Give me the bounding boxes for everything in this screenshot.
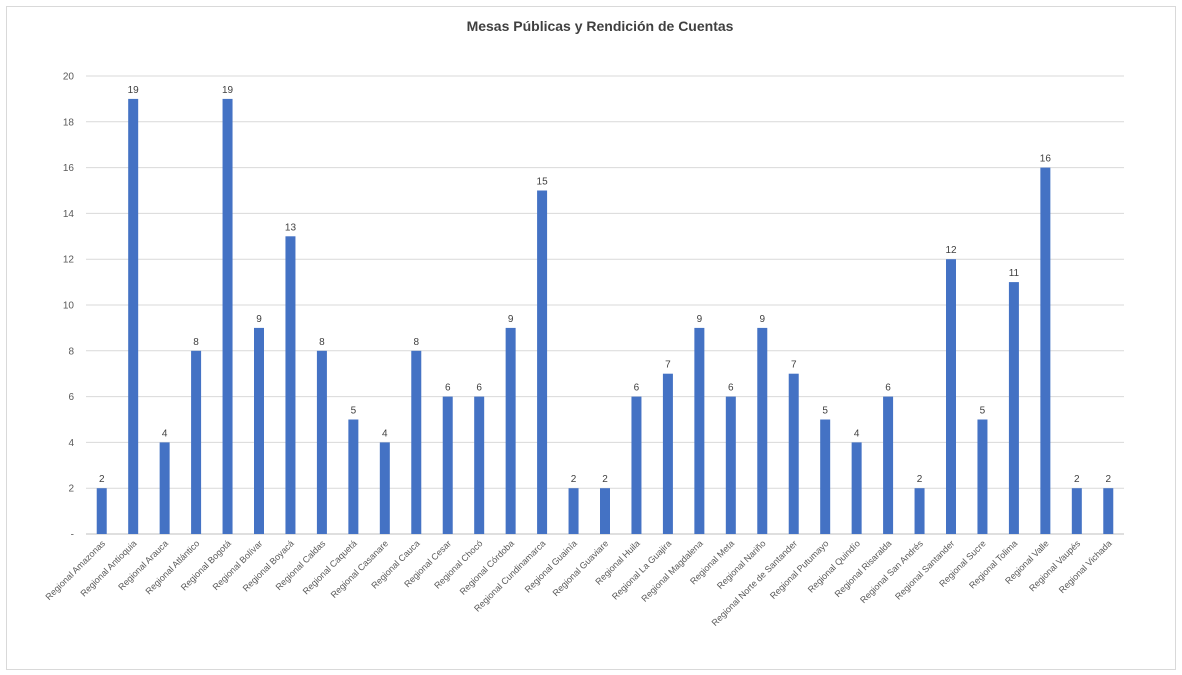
data-label: 19 (222, 85, 234, 96)
bar (788, 373, 799, 534)
data-label: 6 (728, 383, 734, 394)
bar (883, 396, 894, 534)
bar (379, 442, 390, 534)
x-tick-label: Regional Risaralda (833, 538, 894, 599)
bar (191, 350, 202, 534)
bar (128, 98, 139, 535)
x-tick-label: Regional Caquetá (301, 538, 359, 596)
bar (222, 98, 233, 535)
data-label: 9 (256, 314, 262, 325)
data-label: 2 (602, 474, 608, 485)
data-label: 6 (476, 383, 482, 394)
data-label: 2 (571, 474, 577, 485)
data-label: 8 (413, 337, 419, 348)
data-label: 8 (193, 337, 199, 348)
bar (1008, 282, 1019, 534)
data-label: 9 (508, 314, 514, 325)
bar (285, 236, 296, 535)
bar (851, 442, 862, 534)
bar (505, 327, 516, 534)
data-label: 8 (319, 337, 325, 348)
bar (914, 488, 925, 534)
y-tick-label: 6 (68, 392, 74, 403)
bar (631, 396, 642, 534)
data-label: 16 (1040, 154, 1052, 165)
y-tick-label: 18 (63, 117, 75, 128)
data-label: 7 (665, 360, 671, 371)
data-label: 4 (854, 428, 860, 439)
data-label: 2 (99, 474, 105, 485)
x-tick-label: Regional Casanare (329, 538, 391, 600)
bar (474, 396, 485, 534)
data-label: 2 (917, 474, 923, 485)
bar (1103, 488, 1114, 534)
data-label: 2 (1105, 474, 1111, 485)
bar (537, 190, 548, 534)
bar (662, 373, 673, 534)
data-label: 2 (1074, 474, 1080, 485)
y-tick-label: 16 (63, 163, 75, 174)
x-tick-label: Regional Atlántico (143, 538, 201, 596)
y-tick-label: 10 (63, 301, 75, 312)
chart-title: Mesas Públicas y Rendición de Cuentas (466, 18, 734, 34)
bar (411, 350, 422, 534)
y-tick-label: 20 (63, 72, 75, 83)
y-tick-label: 12 (63, 255, 75, 266)
x-tick-label: Regional Córdoba (458, 538, 516, 596)
bar (316, 350, 327, 534)
bar (254, 327, 264, 534)
data-label: 19 (128, 85, 140, 96)
data-label: 13 (285, 222, 297, 233)
data-label: 4 (162, 428, 168, 439)
bar (96, 488, 107, 534)
y-tick-label: - (71, 530, 74, 541)
bar (820, 419, 831, 534)
y-tick-label: 8 (68, 346, 74, 357)
data-label: 6 (445, 383, 451, 394)
data-label: 7 (791, 360, 797, 371)
x-tick-label: Regional Guaviare (551, 538, 611, 598)
bar (725, 396, 736, 534)
y-tick-label: 2 (68, 484, 74, 495)
chart-frame (6, 6, 1176, 670)
data-label: 11 (1009, 268, 1020, 279)
bar (1071, 488, 1082, 534)
y-tick-label: 14 (63, 209, 75, 220)
data-label: 4 (382, 428, 388, 439)
bar (442, 396, 453, 534)
bar (159, 442, 170, 534)
bar (568, 488, 579, 534)
data-label: 5 (980, 406, 986, 417)
bar (946, 259, 956, 534)
bar (348, 419, 359, 534)
data-label: 6 (634, 383, 640, 394)
x-tick-label: Regional Amazonas (43, 538, 107, 602)
data-label: 9 (759, 314, 765, 325)
x-tick-label: Regional Antioquia (78, 538, 138, 598)
data-label: 5 (822, 406, 828, 417)
data-label: 5 (351, 406, 357, 417)
data-label: 15 (537, 177, 549, 188)
x-tick-label: Regional Santander (893, 538, 956, 601)
x-tick-label: Regional Magdalena (639, 538, 704, 603)
x-tick-label: Regional Putumayo (768, 538, 831, 601)
bar (600, 488, 610, 534)
y-tick-label: 4 (68, 438, 74, 449)
bar (977, 419, 988, 534)
data-label: 9 (697, 314, 703, 325)
bar (694, 327, 705, 534)
data-label: 6 (885, 383, 891, 394)
x-tick-label: Regional La Guajira (610, 538, 673, 601)
bar (757, 327, 768, 534)
data-label: 12 (945, 245, 957, 256)
bar (1040, 167, 1051, 534)
